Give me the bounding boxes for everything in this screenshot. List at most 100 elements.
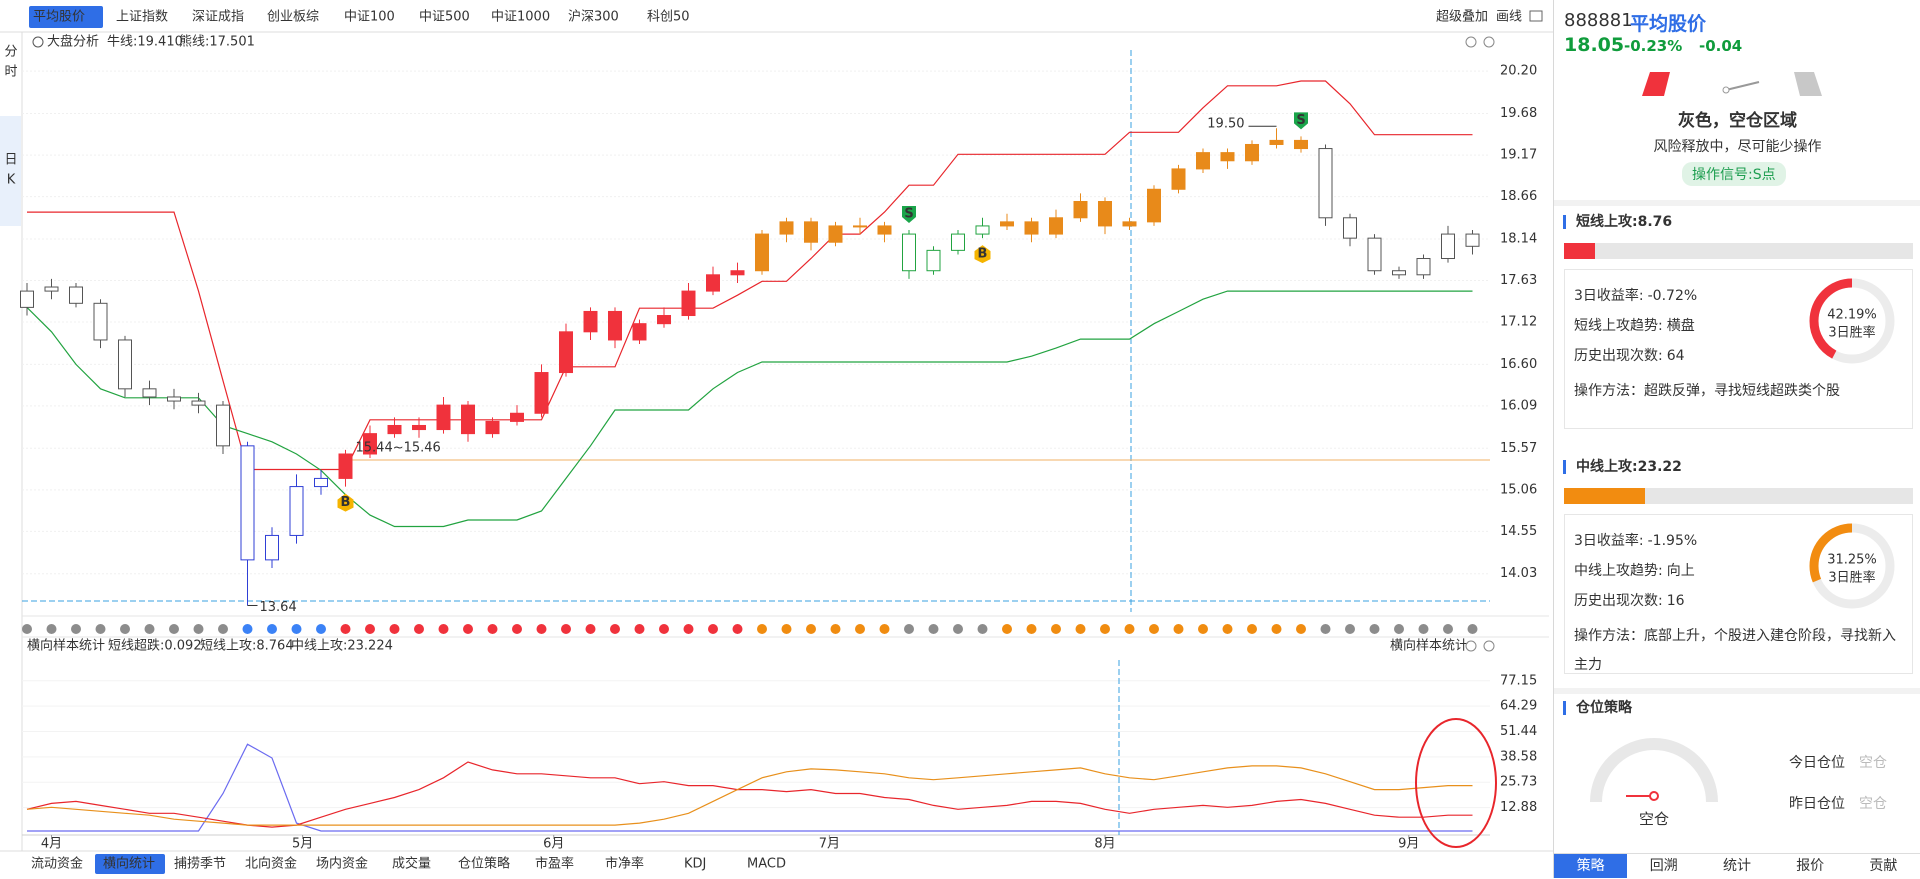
marker-label: S	[904, 207, 913, 222]
top-tab[interactable]: 中证500	[419, 10, 470, 25]
side-tab-char[interactable]: 时	[4, 65, 17, 80]
status-dot	[438, 624, 449, 634]
top-tool[interactable]: 超级叠加	[1436, 10, 1488, 25]
y-tick-label: 18.66	[1500, 189, 1537, 204]
y-tick-label: 38.58	[1500, 749, 1537, 764]
status-dot	[977, 624, 988, 634]
settings-icon[interactable]	[1465, 36, 1477, 48]
bottom-tab[interactable]: MACD	[747, 857, 786, 872]
bottom-tab[interactable]: 场内资金	[316, 856, 368, 872]
status-dot	[95, 624, 106, 634]
status-dot	[1222, 624, 1233, 634]
buy-marker	[974, 245, 991, 264]
ring-value: 42.19%	[1827, 308, 1877, 323]
top-tab[interactable]: 平均股价	[33, 10, 85, 25]
info-icon[interactable]	[32, 36, 44, 48]
divider	[1554, 200, 1920, 206]
side-tab-char[interactable]: 分	[4, 45, 17, 60]
side-tab-char[interactable]: K	[7, 173, 16, 188]
section-title: 仓位策略	[1576, 700, 1632, 716]
x-tick-label: 6月	[543, 837, 564, 852]
bottom-tab[interactable]: KDJ	[684, 857, 706, 872]
y-tick-label: 17.63	[1500, 273, 1537, 288]
candle-body	[363, 433, 377, 455]
y-tick-label: 16.09	[1500, 398, 1537, 413]
method: 操作方法：超跌反弹，寻找短线超跌类个股	[1574, 383, 1840, 399]
status-dot	[1124, 624, 1135, 634]
status-dot	[732, 624, 743, 634]
status-dot	[806, 624, 816, 634]
info-row: 中线上攻趋势: 向上	[1574, 560, 1695, 580]
tab-active-bg	[95, 854, 165, 874]
marker-label: B	[978, 247, 988, 262]
win-rate-ring: 42.19% 3日胜率	[1809, 278, 1895, 364]
position-value: 空仓	[1859, 796, 1887, 812]
candle-body	[926, 249, 941, 272]
bottom-tab[interactable]: 流动资金	[31, 856, 83, 872]
status-dot	[487, 624, 498, 634]
candle-body	[706, 274, 720, 292]
status-dot	[1002, 624, 1012, 634]
sub-right-title[interactable]: 横向样本统计	[1390, 638, 1468, 654]
row-label: 历史出现次数:	[1574, 348, 1663, 364]
method: 操作方法：底部上升，个股进入建仓阶段，寻找新入主力	[1574, 628, 1896, 673]
help-icon[interactable]	[1483, 36, 1495, 48]
panel-tab[interactable]: 贡献	[1846, 853, 1920, 878]
row-value: 横盘	[1666, 318, 1695, 334]
status-dot	[610, 624, 620, 634]
bottom-tab[interactable]: 北向资金	[245, 856, 297, 872]
bottom-tab[interactable]: 横向统计	[103, 856, 155, 872]
sub-title: 横向样本统计	[27, 638, 105, 654]
status-dot	[781, 624, 792, 634]
row-label: 3日收益率:	[1574, 288, 1644, 304]
row-label: 中线上攻趋势:	[1574, 563, 1663, 579]
annotation: 15.44~15.46	[356, 440, 441, 455]
top-tool[interactable]: 画线	[1496, 10, 1522, 25]
bottom-tab[interactable]: 捕捞季节	[174, 856, 226, 872]
bottom-tab[interactable]: 市净率	[605, 856, 644, 872]
bottom-tab[interactable]: 仓位策略	[458, 856, 510, 872]
status-dot	[928, 624, 939, 634]
status-dot	[242, 624, 253, 634]
panel-tab[interactable]: 回溯	[1627, 853, 1701, 878]
panel-tab[interactable]: 统计	[1700, 853, 1774, 878]
row-value: -1.95%	[1647, 533, 1698, 549]
stock-price: 18.05	[1564, 34, 1625, 56]
candle-body	[1171, 168, 1186, 190]
gauge-pivot	[1649, 791, 1659, 801]
row-value: 16	[1666, 593, 1685, 609]
candle-body	[1245, 143, 1259, 162]
top-tab[interactable]: 沪深300	[568, 9, 619, 25]
top-tab[interactable]: 中证100	[344, 10, 395, 25]
candle-body	[289, 486, 304, 536]
status-dot	[1149, 624, 1159, 634]
side-tab-char[interactable]: 日	[4, 153, 17, 168]
candle-body	[314, 477, 328, 488]
bottom-tab[interactable]: 成交量	[392, 856, 431, 872]
stock-chg: -0.04	[1699, 37, 1743, 55]
status-dot	[561, 624, 571, 634]
settings-icon[interactable]	[1465, 640, 1477, 652]
y-tick-label: 16.60	[1500, 357, 1537, 372]
top-tab[interactable]: 创业板综	[267, 10, 319, 25]
top-tab[interactable]: 上证指数	[116, 10, 168, 25]
status-dot	[1051, 624, 1061, 634]
info-title[interactable]: 大盘分析	[47, 34, 99, 50]
top-tab[interactable]: 中证1000	[491, 10, 550, 25]
status-dot	[1247, 624, 1257, 634]
bear-line: 熊线:17.501	[179, 34, 255, 50]
help-icon[interactable]	[1483, 640, 1495, 652]
top-tab[interactable]: 深证成指	[192, 10, 244, 25]
buy-marker	[337, 493, 354, 512]
candle-body	[265, 534, 279, 561]
panel-tab[interactable]: 策略	[1554, 853, 1628, 878]
status-dot	[855, 624, 865, 634]
panel-tab[interactable]: 报价	[1773, 853, 1847, 878]
top-tab[interactable]: 科创50	[647, 10, 690, 25]
grid-icon[interactable]	[1529, 10, 1543, 22]
candle-body	[485, 420, 500, 435]
position-state: 空仓	[1638, 810, 1669, 828]
status: 灰色，空仓区域	[1678, 111, 1797, 131]
bottom-tab[interactable]: 市盈率	[535, 856, 574, 872]
candle-body	[1343, 217, 1357, 239]
